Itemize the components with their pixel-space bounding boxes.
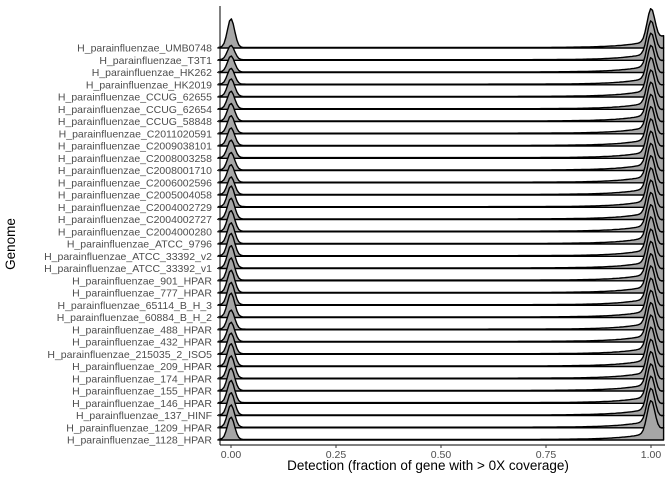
ridge-H_parainfluenzae_1209_HPAR xyxy=(217,387,665,429)
y-tick-label: H_parainfluenzae_137_HINF xyxy=(76,410,212,422)
x-axis-title: Detection (fraction of gene with > 0X co… xyxy=(287,458,569,473)
y-tick-label: H_parainfluenzae_ATCC_9796 xyxy=(67,239,212,251)
ridges-layer xyxy=(217,7,665,441)
ridge-H_parainfluenzae_60884_B_H_2 xyxy=(217,277,665,319)
ridge-H_parainfluenzae_CCUG_58848 xyxy=(217,81,665,123)
ridge-H_parainfluenzae_65114_B_H_3 xyxy=(217,265,665,306)
y-tick-label: H_parainfluenzae_C2011020591 xyxy=(59,128,213,140)
ridge-H_parainfluenzae_155_HPAR xyxy=(217,350,665,392)
ridge-H_parainfluenzae_C2006002596 xyxy=(217,142,665,184)
ridge-H_parainfluenzae_UMB0748 xyxy=(217,7,665,49)
y-tick-label: H_parainfluenzae_CCUG_62655 xyxy=(58,92,212,104)
y-tick-label: H_parainfluenzae_65114_B_H_3 xyxy=(57,300,212,312)
ridge-H_parainfluenzae_T3T1 xyxy=(217,20,665,61)
y-tick-label: H_parainfluenzae_155_HPAR xyxy=(72,386,212,398)
y-axis-title: Genome xyxy=(3,218,18,270)
y-tick-label: H_parainfluenzae_215035_2_ISO5 xyxy=(47,349,212,361)
ridge-H_parainfluenzae_C2008001710 xyxy=(217,130,665,172)
y-tick-label: H_parainfluenzae_C2008001710 xyxy=(58,165,212,177)
x-tick-label: 0.00 xyxy=(221,449,242,461)
x-tick-label: 1.00 xyxy=(641,449,662,461)
y-tick-label: H_parainfluenzae_C2004002727 xyxy=(58,214,212,226)
y-tick-label: H_parainfluenzae_C2004000280 xyxy=(58,226,212,238)
y-tick-label: H_parainfluenzae_146_HPAR xyxy=(72,398,212,410)
y-tick-label: H_parainfluenzae_1128_HPAR xyxy=(67,435,212,447)
y-tick-label: H_parainfluenzae_HK262 xyxy=(92,67,212,79)
y-tick-label: H_parainfluenzae_901_HPAR xyxy=(72,275,212,287)
ridge-H_parainfluenzae_146_HPAR xyxy=(217,363,665,404)
y-tick-label: H_parainfluenzae_CCUG_62654 xyxy=(58,104,212,116)
ridge-H_parainfluenzae_174_HPAR xyxy=(217,338,665,380)
y-tick-label: H_parainfluenzae_1209_HPAR xyxy=(66,422,212,434)
ridge-H_parainfluenzae_C2011020591 xyxy=(217,93,665,135)
y-tick-labels: H_parainfluenzae_UMB0748H_parainfluenzae… xyxy=(44,43,212,447)
y-tick-label: H_parainfluenzae_174_HPAR xyxy=(72,373,212,385)
ridge-H_parainfluenzae_HK262 xyxy=(217,32,665,74)
y-tick-label: H_parainfluenzae_ATCC_33392_v1 xyxy=(44,263,212,275)
y-tick-label: H_parainfluenzae_C2009038101 xyxy=(58,141,212,153)
ridge-H_parainfluenzae_1128_HPAR xyxy=(217,400,665,441)
ridge-H_parainfluenzae_ATCC_9796 xyxy=(217,204,665,245)
ridge-H_parainfluenzae_C2004002727 xyxy=(217,179,665,221)
x-tick-label: 0.50 xyxy=(431,449,452,461)
ridge-H_parainfluenzae_C2009038101 xyxy=(217,105,665,147)
ridge-H_parainfluenzae_488_HPAR xyxy=(217,289,665,331)
ridge-H_parainfluenzae_C2004000280 xyxy=(217,191,665,233)
y-tick-label: H_parainfluenzae_ATCC_33392_v2 xyxy=(44,251,212,263)
ridge-H_parainfluenzae_HK2019 xyxy=(217,44,665,86)
y-tick-label: H_parainfluenzae_T3T1 xyxy=(99,55,212,67)
ridge-H_parainfluenzae_CCUG_62654 xyxy=(217,69,665,110)
ridge-H_parainfluenzae_901_HPAR xyxy=(217,240,665,282)
y-tick-label: H_parainfluenzae_777_HPAR xyxy=(72,288,212,300)
ridge-H_parainfluenzae_C2008003258 xyxy=(217,118,665,159)
y-tick-label: H_parainfluenzae_60884_B_H_2 xyxy=(57,312,212,324)
y-tick-label: H_parainfluenzae_432_HPAR xyxy=(72,337,212,349)
ridge-H_parainfluenzae_C2005004058 xyxy=(217,155,665,196)
ridge-H_parainfluenzae_C2004002729 xyxy=(217,167,665,208)
ridge-H_parainfluenzae_777_HPAR xyxy=(217,253,665,294)
x-tick-label: 0.25 xyxy=(326,449,347,461)
y-tick-label: H_parainfluenzae_488_HPAR xyxy=(72,324,212,336)
ridge-H_parainfluenzae_ATCC_33392_v2 xyxy=(217,216,665,257)
ridge-H_parainfluenzae_ATCC_33392_v1 xyxy=(217,228,665,270)
ridge-H_parainfluenzae_432_HPAR xyxy=(217,301,665,343)
y-tick-label: H_parainfluenzae_C2004002729 xyxy=(58,202,212,214)
y-tick-label: H_parainfluenzae_HK2019 xyxy=(86,79,212,91)
y-tick-label: H_parainfluenzae_C2006002596 xyxy=(58,177,212,189)
x-tick-label: 0.75 xyxy=(536,449,557,461)
ridge-H_parainfluenzae_209_HPAR xyxy=(217,326,665,368)
y-tick-label: H_parainfluenzae_209_HPAR xyxy=(72,361,212,373)
x-tick-labels: 0.00 0.25 0.50 0.75 1.00 xyxy=(221,449,662,461)
ridge-H_parainfluenzae_CCUG_62655 xyxy=(217,56,665,98)
x-ticks xyxy=(230,445,652,448)
ridge-H_parainfluenzae_137_HINF xyxy=(217,375,665,417)
y-tick-label: H_parainfluenzae_C2005004058 xyxy=(58,190,212,202)
ridge-H_parainfluenzae_215035_2_ISO5 xyxy=(217,314,665,355)
y-tick-label: H_parainfluenzae_UMB0748 xyxy=(77,43,212,55)
y-tick-label: H_parainfluenzae_CCUG_58848 xyxy=(58,116,212,128)
y-tick-label: H_parainfluenzae_C2008003258 xyxy=(58,153,212,165)
